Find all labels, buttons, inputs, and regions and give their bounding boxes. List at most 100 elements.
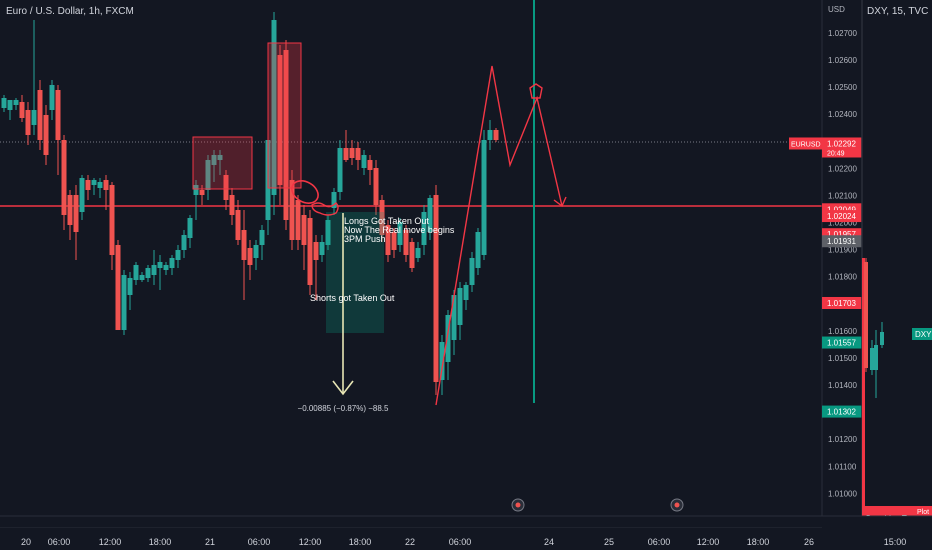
candle-body — [205, 160, 211, 190]
price-tick-label: 1.01200 — [828, 435, 857, 444]
candle-body — [319, 242, 325, 255]
candle-body — [235, 210, 241, 240]
time-tick-label: 18:00 — [747, 537, 770, 547]
price-tag-label: 1.01302 — [827, 408, 856, 417]
candle-body — [439, 342, 445, 380]
price-tick-label: 1.01100 — [828, 462, 857, 471]
symbol-tag-label: EURUSD — [791, 141, 821, 148]
candle-body — [463, 285, 469, 300]
time-axis[interactable] — [0, 516, 932, 550]
candle-body — [361, 155, 367, 168]
candle-body — [97, 182, 103, 188]
measure-box[interactable] — [326, 212, 384, 333]
candle-body — [169, 258, 175, 268]
dxy-price-tag — [912, 328, 932, 340]
dxy-pane[interactable]: DXY Donchian Trend Ribbon Plot — [862, 258, 932, 524]
time-tick-labels: 20 06:00 12:00 18:00 21 06:00 12:00 18:00 22 06:0… — [21, 537, 814, 547]
symbol-price-tag — [789, 137, 822, 150]
candle-body — [349, 148, 355, 158]
pivot-marker[interactable] — [529, 83, 543, 99]
time-tick-label: 22 — [405, 537, 415, 547]
dxy-candle-body — [874, 345, 878, 370]
price-tag — [822, 336, 862, 349]
event-icons — [511, 498, 684, 512]
candle-body — [307, 218, 313, 285]
candle-body — [301, 215, 307, 245]
candle-body — [337, 148, 343, 192]
candle-body — [295, 200, 301, 240]
price-tick-label: 1.01500 — [828, 354, 857, 363]
candle-body — [457, 288, 463, 325]
candle-body — [367, 160, 373, 170]
candle-body — [1, 98, 7, 108]
candle-body — [409, 242, 415, 268]
annotation-shorts: Shorts got Taken Out — [310, 293, 395, 303]
candle-body — [19, 102, 25, 118]
projection-path[interactable] — [435, 65, 563, 406]
candle-body — [289, 180, 295, 240]
scribble-annotation[interactable] — [311, 202, 339, 216]
supply-zone-box-1[interactable] — [192, 136, 253, 190]
candle-body — [175, 250, 181, 260]
candle-body — [187, 218, 193, 238]
annotation-push: 3PM Push — [344, 234, 386, 244]
candle-body — [451, 295, 457, 340]
candle-body — [217, 155, 223, 160]
price-tick-label: 1.01000 — [828, 489, 857, 498]
symbol-title[interactable]: Euro / U.S. Dollar, 1h, FXCM — [6, 6, 134, 17]
candle-body — [37, 90, 43, 140]
candle-body — [391, 232, 397, 250]
flag-icon — [674, 502, 680, 508]
candle-body — [73, 195, 79, 232]
candle-body — [469, 258, 475, 285]
measure-arrow-head — [332, 380, 354, 396]
candle-body — [163, 265, 169, 270]
price-tag — [822, 405, 862, 418]
candle-body — [85, 180, 91, 190]
candle-body — [13, 100, 19, 105]
dxy-symbol-title[interactable]: DXY, 15, TVC — [867, 6, 929, 17]
time-tick-label: 06:00 — [449, 537, 472, 547]
price-axis[interactable] — [822, 0, 862, 516]
candle-body — [145, 268, 151, 278]
time-tick-label: 12:00 — [99, 537, 122, 547]
price-tag-label: 1.02292 — [827, 139, 856, 148]
time-tick-label: 06:00 — [648, 537, 671, 547]
time-tick-label: 25 — [604, 537, 614, 547]
candle-body — [127, 278, 133, 295]
dxy-tag-label: DXY — [915, 330, 932, 339]
time-tick-label: 26 — [804, 537, 814, 547]
candle-body — [433, 195, 439, 382]
price-tag — [822, 137, 862, 158]
time-tick-label: 12:00 — [299, 537, 322, 547]
candle-body — [313, 242, 319, 260]
candle-body — [331, 192, 337, 208]
candle-body — [67, 195, 73, 225]
candle-body — [403, 230, 409, 255]
candle-body — [487, 130, 493, 140]
candle-body — [493, 130, 499, 140]
candle-body — [61, 140, 67, 215]
measure-readout: −0.00885 (−0.87%) −88.5 — [298, 404, 390, 413]
price-tag-label: 1.02049 — [827, 205, 856, 214]
dxy-candle-body — [880, 332, 884, 345]
price-tick-label: 1.01900 — [828, 246, 857, 255]
price-tag-label: 1.02024 — [827, 212, 856, 221]
price-tick-label: 1.01800 — [828, 273, 857, 282]
supply-zone-box-2[interactable] — [267, 42, 302, 189]
candle-body — [271, 20, 277, 195]
candle-body — [79, 178, 85, 212]
candle-body — [193, 185, 199, 195]
candle-body — [445, 315, 451, 362]
candle-body — [379, 200, 385, 235]
price-tick-label: 1.02700 — [828, 29, 857, 38]
price-tick-label: 1.01600 — [828, 327, 857, 336]
dxy-candle-body — [864, 262, 868, 368]
time-tick-label: 06:00 — [248, 537, 271, 547]
candles-layer — [1, 12, 499, 395]
candle-body — [31, 110, 37, 125]
price-tick-label: 1.02400 — [828, 110, 857, 119]
circle-annotation[interactable] — [288, 176, 322, 207]
candle-body — [7, 100, 13, 110]
